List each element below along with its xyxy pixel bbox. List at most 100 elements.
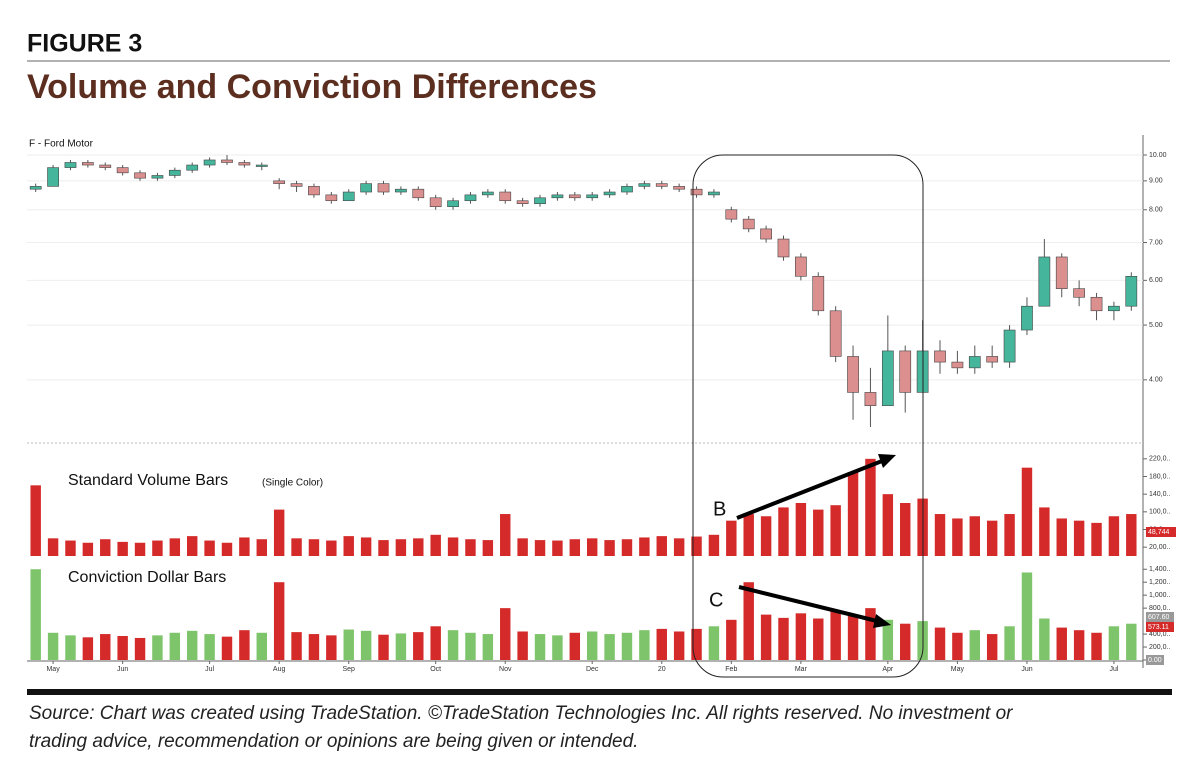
candle-body (690, 188, 703, 196)
symbol: F - Ford Motor (29, 139, 94, 150)
conviction-bar (465, 632, 476, 660)
conviction-bar (256, 632, 267, 660)
candle-body (29, 186, 42, 190)
conviction-bar (726, 619, 737, 660)
candle-body (742, 218, 755, 230)
source-line: trading advice, recommendation or opinio… (29, 731, 638, 752)
candle-body (812, 275, 825, 312)
candle-body (708, 191, 720, 196)
conviction-bar (169, 632, 181, 660)
conviction-bar (1004, 626, 1015, 660)
candle-body (395, 188, 407, 193)
conviction-bar (952, 632, 963, 660)
conviction-bar (934, 627, 946, 660)
volume-bar (882, 494, 894, 556)
y-tick-label: 200,0.. (1149, 644, 1170, 651)
conviction-bar (500, 608, 511, 660)
volume-bar (830, 505, 841, 556)
arrow-c (738, 585, 878, 623)
conviction-bar (1091, 632, 1102, 660)
candle-body (255, 164, 268, 167)
volume-bar (413, 538, 424, 556)
conviction-bar (865, 608, 876, 660)
last-value-label: 48,744 (1148, 529, 1170, 536)
conviction-bar (1126, 623, 1137, 660)
conviction-bar (639, 630, 650, 660)
y-tick-label: 6.00 (1149, 277, 1163, 284)
volume-bar (1039, 507, 1050, 556)
volume-bar (517, 538, 528, 556)
candle-body (1108, 305, 1120, 312)
candle-body (951, 361, 964, 369)
volume-bar (743, 514, 754, 556)
arrow-b-head (878, 454, 896, 468)
conviction-bar (378, 634, 389, 660)
conviction-bar (534, 634, 546, 660)
volume-bar (395, 539, 407, 556)
conviction-bar (1039, 618, 1050, 660)
conviction-bar (656, 628, 667, 660)
candle-body (481, 191, 494, 196)
last-value-box (1146, 612, 1174, 622)
x-tick-label: Oct (430, 666, 441, 673)
y-tick-label: 100,0.. (1149, 509, 1170, 516)
conviction-bar (1108, 626, 1120, 660)
candle-body (795, 256, 807, 277)
candle-body (134, 172, 146, 179)
conviction-bar (621, 632, 633, 660)
volume-bar (795, 503, 807, 556)
candle-body (99, 164, 112, 168)
volume-bar (673, 538, 685, 556)
conviction-bar (1021, 572, 1033, 660)
candle-body (551, 194, 564, 199)
conviction-bar (65, 635, 76, 660)
x-tick-label: Jul (205, 666, 214, 673)
conviction-bar (447, 630, 459, 660)
candle-body (308, 186, 320, 196)
volume-bar (969, 516, 981, 556)
volume-bar (760, 516, 772, 556)
conviction-bar (673, 631, 685, 660)
conviction-bar (517, 631, 528, 660)
conviction-bar (204, 634, 215, 660)
last-value-box (1146, 527, 1176, 537)
candle-body (64, 162, 77, 168)
volume-bar (152, 540, 163, 556)
candle-body (760, 228, 772, 240)
volume-bar (708, 534, 720, 556)
volume-bar (430, 534, 441, 556)
candle-body (360, 183, 372, 193)
conviction-bar (430, 626, 441, 660)
volume-bar (343, 536, 354, 556)
volume-bar (1056, 518, 1067, 556)
candle-body (847, 356, 859, 393)
volume-bar (656, 536, 667, 556)
volume-bar (117, 541, 128, 556)
conviction-bar (552, 635, 563, 660)
y-tick-label: 7.00 (1149, 239, 1163, 246)
x-tick-label: Mar (795, 666, 808, 673)
volume-bar (1073, 520, 1085, 556)
x-tick-label: May (951, 666, 965, 673)
candle-body (429, 197, 442, 208)
conviction-bar (760, 614, 772, 660)
conviction-bar (291, 632, 302, 660)
x-tick-label: Nov (499, 666, 512, 673)
conviction-bar (273, 582, 285, 660)
annotation-b: B (713, 498, 726, 520)
y-tick-label: 220,0.. (1149, 456, 1170, 463)
conviction-bar (134, 637, 146, 660)
candle-body (968, 356, 981, 369)
conviction-bar (900, 623, 911, 660)
candle-body (290, 183, 303, 187)
candle-body (1003, 329, 1016, 363)
volume-bar (569, 539, 581, 556)
conviction-bar (1056, 627, 1067, 660)
conviction-bar (986, 634, 998, 660)
x-tick-label: Sep (342, 666, 355, 673)
volume-bar (534, 540, 546, 556)
y-tick-label: 4.00 (1149, 377, 1163, 384)
candle-body (464, 194, 477, 202)
candle-body (881, 350, 894, 406)
candle-body (638, 183, 651, 187)
